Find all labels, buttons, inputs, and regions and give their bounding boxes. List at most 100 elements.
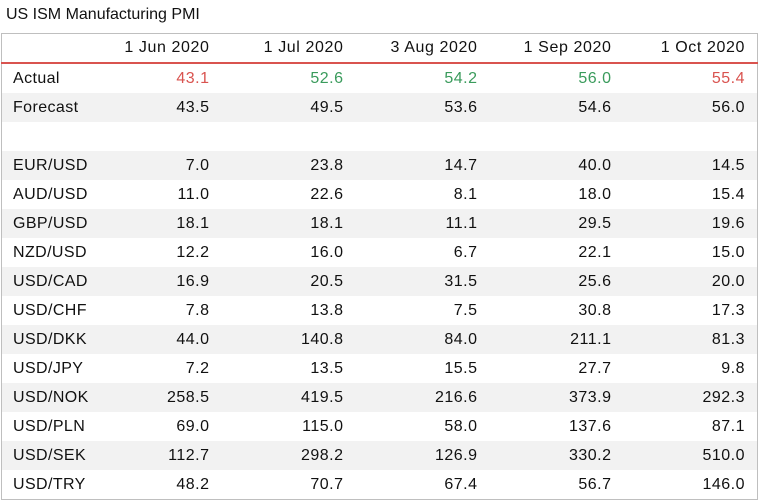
pair-value: 15.5 xyxy=(355,354,490,383)
pair-value: 258.5 xyxy=(87,383,222,412)
row-label: GBP/USD xyxy=(1,209,88,238)
pair-value: 40.0 xyxy=(489,151,624,180)
pair-value: 216.6 xyxy=(355,383,490,412)
pair-value: 7.8 xyxy=(87,296,222,325)
header-row: 1 Jun 2020 1 Jul 2020 3 Aug 2020 1 Sep 2… xyxy=(1,33,758,64)
pair-value: 13.8 xyxy=(221,296,356,325)
pair-value: 19.6 xyxy=(623,209,758,238)
pair-value: 15.0 xyxy=(623,238,758,267)
row-label: USD/NOK xyxy=(1,383,88,412)
actual-value: 52.6 xyxy=(221,63,356,93)
pair-value: 11.0 xyxy=(87,180,222,209)
pair-value: 70.7 xyxy=(221,470,356,500)
column-header-date: 1 Sep 2020 xyxy=(489,33,624,64)
pair-value: 14.7 xyxy=(355,151,490,180)
table-row: AUD/USD 11.0 22.6 8.1 18.0 15.4 xyxy=(1,180,758,209)
actual-value: 55.4 xyxy=(623,63,758,93)
pair-value: 146.0 xyxy=(623,470,758,500)
actual-value: 43.1 xyxy=(87,63,222,93)
row-label: AUD/USD xyxy=(1,180,88,209)
pair-value: 18.1 xyxy=(87,209,222,238)
actual-value: 54.2 xyxy=(355,63,490,93)
pair-value: 69.0 xyxy=(87,412,222,441)
pair-value: 298.2 xyxy=(221,441,356,470)
actual-value: 56.0 xyxy=(489,63,624,93)
pair-value: 16.0 xyxy=(221,238,356,267)
column-header-date: 1 Jun 2020 xyxy=(87,33,222,64)
pair-value: 81.3 xyxy=(623,325,758,354)
pair-value: 7.0 xyxy=(87,151,222,180)
actual-row: Actual 43.1 52.6 54.2 56.0 55.4 xyxy=(1,63,758,93)
pair-value: 18.1 xyxy=(221,209,356,238)
forecast-value: 54.6 xyxy=(489,93,624,122)
row-label: EUR/USD xyxy=(1,151,88,180)
pair-value: 211.1 xyxy=(489,325,624,354)
spacer-row xyxy=(1,122,758,151)
column-header-label xyxy=(1,33,88,64)
pair-value: 419.5 xyxy=(221,383,356,412)
pair-value: 12.2 xyxy=(87,238,222,267)
pair-value: 30.8 xyxy=(489,296,624,325)
pair-value: 22.1 xyxy=(489,238,624,267)
pair-value: 20.0 xyxy=(623,267,758,296)
row-label: NZD/USD xyxy=(1,238,88,267)
pair-value: 510.0 xyxy=(623,441,758,470)
row-label: USD/CAD xyxy=(1,267,88,296)
pair-value: 126.9 xyxy=(355,441,490,470)
pair-value: 48.2 xyxy=(87,470,222,500)
pair-value: 67.4 xyxy=(355,470,490,500)
row-label: USD/CHF xyxy=(1,296,88,325)
forecast-row: Forecast 43.5 49.5 53.6 54.6 56.0 xyxy=(1,93,758,122)
pair-value: 292.3 xyxy=(623,383,758,412)
pair-value: 112.7 xyxy=(87,441,222,470)
pair-value: 8.1 xyxy=(355,180,490,209)
row-label: Forecast xyxy=(1,93,88,122)
table-row: USD/SEK 112.7 298.2 126.9 330.2 510.0 xyxy=(1,441,758,470)
table-row: GBP/USD 18.1 18.1 11.1 29.5 19.6 xyxy=(1,209,758,238)
pair-value: 23.8 xyxy=(221,151,356,180)
pair-value: 140.8 xyxy=(221,325,356,354)
row-label: USD/JPY xyxy=(1,354,88,383)
pair-value: 87.1 xyxy=(623,412,758,441)
table-row: USD/CAD 16.9 20.5 31.5 25.6 20.0 xyxy=(1,267,758,296)
pair-value: 6.7 xyxy=(355,238,490,267)
row-label: USD/PLN xyxy=(1,412,88,441)
pair-value: 17.3 xyxy=(623,296,758,325)
pair-value: 14.5 xyxy=(623,151,758,180)
pair-value: 330.2 xyxy=(489,441,624,470)
pair-value: 115.0 xyxy=(221,412,356,441)
pair-value: 9.8 xyxy=(623,354,758,383)
forecast-value: 53.6 xyxy=(355,93,490,122)
column-header-date: 1 Jul 2020 xyxy=(221,33,356,64)
pair-value: 56.7 xyxy=(489,470,624,500)
pair-value: 31.5 xyxy=(355,267,490,296)
table-row: USD/CHF 7.8 13.8 7.5 30.8 17.3 xyxy=(1,296,758,325)
pair-value: 137.6 xyxy=(489,412,624,441)
table-row: EUR/USD 7.0 23.8 14.7 40.0 14.5 xyxy=(1,151,758,180)
row-label: Actual xyxy=(1,63,88,93)
column-header-date: 1 Oct 2020 xyxy=(623,33,758,64)
pair-value: 11.1 xyxy=(355,209,490,238)
row-label: USD/SEK xyxy=(1,441,88,470)
pair-value: 16.9 xyxy=(87,267,222,296)
pair-value: 84.0 xyxy=(355,325,490,354)
pair-value: 15.4 xyxy=(623,180,758,209)
table-title: US ISM Manufacturing PMI xyxy=(6,6,200,23)
pair-value: 18.0 xyxy=(489,180,624,209)
pair-value: 20.5 xyxy=(221,267,356,296)
pair-value: 25.6 xyxy=(489,267,624,296)
forecast-value: 49.5 xyxy=(221,93,356,122)
pair-value: 27.7 xyxy=(489,354,624,383)
pair-value: 7.2 xyxy=(87,354,222,383)
pair-value: 373.9 xyxy=(489,383,624,412)
pair-value: 22.6 xyxy=(221,180,356,209)
forecast-value: 43.5 xyxy=(87,93,222,122)
table-row: USD/TRY 48.2 70.7 67.4 56.7 146.0 xyxy=(1,470,758,500)
pmi-table: 1 Jun 2020 1 Jul 2020 3 Aug 2020 1 Sep 2… xyxy=(1,33,758,500)
forecast-value: 56.0 xyxy=(623,93,758,122)
row-label: USD/DKK xyxy=(1,325,88,354)
table-row: USD/JPY 7.2 13.5 15.5 27.7 9.8 xyxy=(1,354,758,383)
table-row: USD/NOK 258.5 419.5 216.6 373.9 292.3 xyxy=(1,383,758,412)
pair-value: 29.5 xyxy=(489,209,624,238)
table-row: USD/PLN 69.0 115.0 58.0 137.6 87.1 xyxy=(1,412,758,441)
